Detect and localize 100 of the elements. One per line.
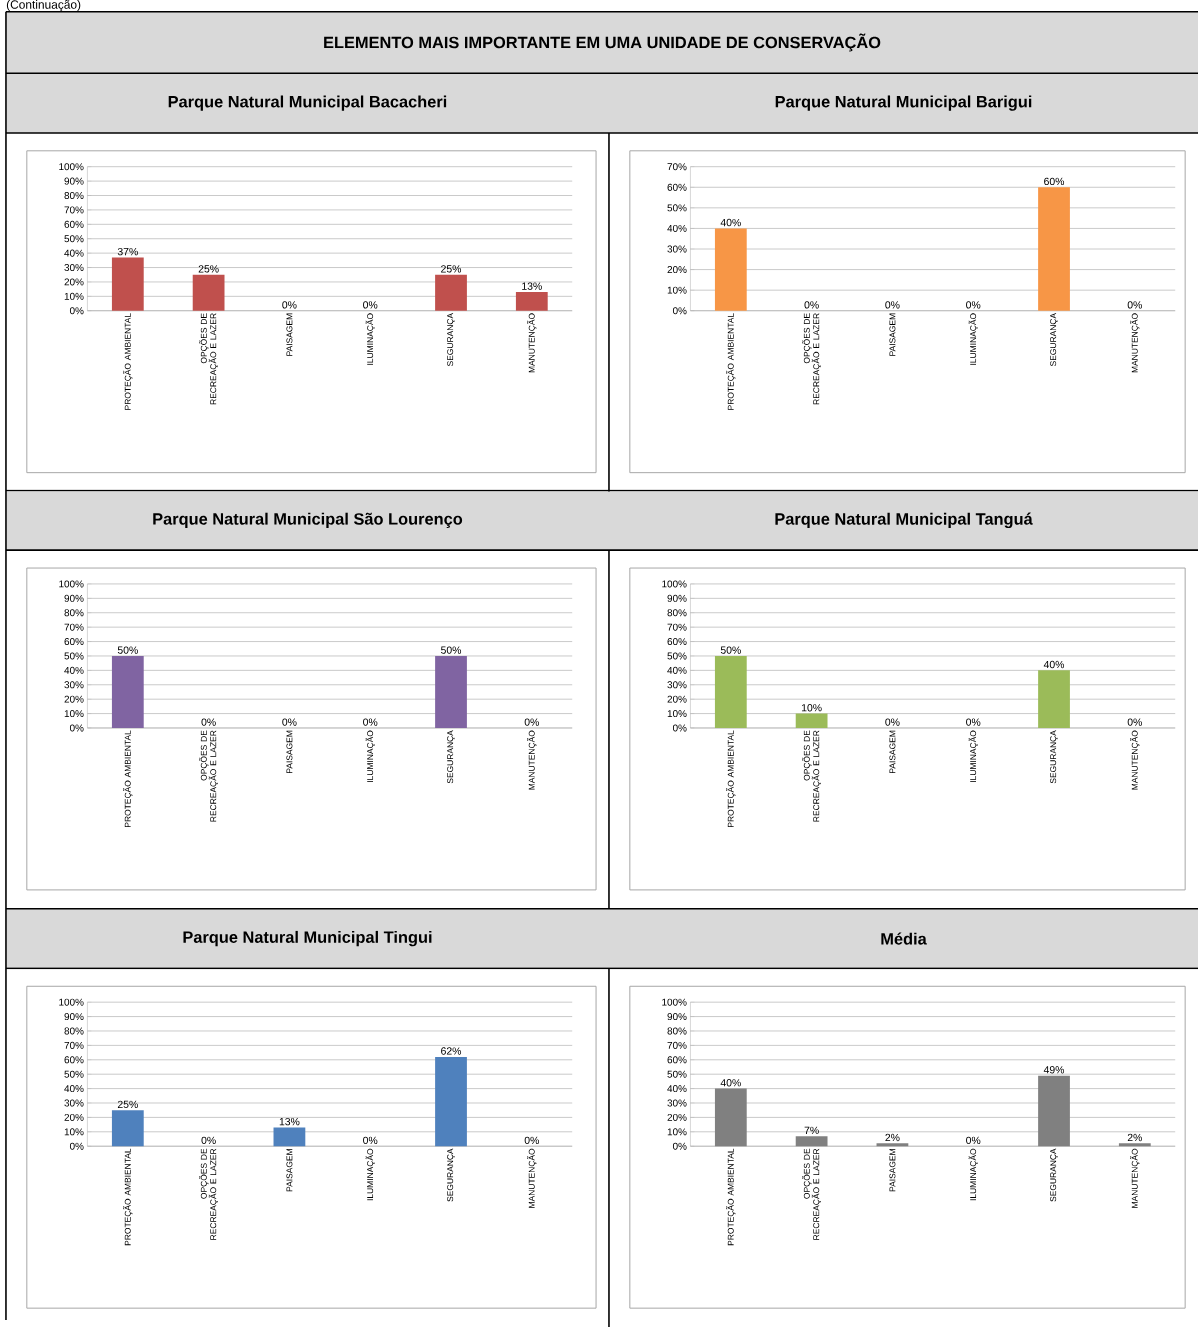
- x-tick-label: PAISAGEM: [286, 1149, 293, 1192]
- bar: [111, 257, 144, 311]
- data-label: 50%: [440, 646, 462, 654]
- y-tick-label: 20%: [667, 695, 687, 703]
- data-label: 37%: [117, 247, 138, 256]
- x-tick-label: OPÇÕES DE RECREAÇÃO E LAZER: [802, 313, 821, 405]
- x-tick-label: PROTEÇÃO AMBIENTAL: [726, 1148, 736, 1246]
- data-label: 40%: [720, 1079, 741, 1087]
- x-tick-label: PROTEÇÃO AMBIENTAL: [123, 730, 133, 827]
- x-tick-label: ILUMINAÇÃO: [365, 313, 375, 365]
- bar: [273, 1127, 306, 1147]
- x-tick-label: MANUTENÇÃO: [1130, 1148, 1140, 1208]
- data-label: 25%: [198, 265, 219, 273]
- y-tick-label: 40%: [667, 666, 687, 674]
- data-label: 0%: [282, 301, 297, 309]
- text: ELEMENTO MAIS IMPORTANTE EM UMA UNIDADE DE CONSERVAÇÃO: [324, 33, 881, 52]
- x-tick-label: SEGURANÇA: [1050, 730, 1058, 784]
- bar: [192, 274, 225, 311]
- x-tick-label: MANUTENÇÃO: [1130, 730, 1140, 790]
- bar: [795, 1136, 828, 1147]
- y-tick-label: 60%: [64, 638, 84, 646]
- y-tick-label: 40%: [667, 224, 687, 232]
- data-label: 13%: [279, 1117, 300, 1126]
- data-label: 0%: [363, 1136, 378, 1145]
- x-tick-label: OPÇÕES DE RECREAÇÃO E LAZER: [802, 1148, 821, 1240]
- x-tick-label: SEGURANÇA: [447, 1148, 455, 1202]
- chart-title: Parque Natural Municipal Tingui: [183, 930, 432, 947]
- data-label: 0%: [524, 1136, 539, 1145]
- data-label: 0%: [201, 1136, 216, 1145]
- y-tick-label: 20%: [667, 266, 687, 274]
- x-tick-label: ILUMINAÇÃO: [365, 730, 375, 782]
- data-label: 0%: [524, 718, 539, 726]
- x-tick-label: ILUMINAÇÃO: [365, 1148, 375, 1201]
- y-tick-label: 10%: [667, 710, 687, 718]
- data-label: 50%: [117, 646, 138, 654]
- x-tick-label: MANUTENÇÃO: [527, 730, 537, 790]
- data-label: 62%: [441, 1047, 462, 1055]
- y-tick-label: 90%: [64, 1013, 84, 1021]
- x-tick-label: SEGURANÇA: [447, 312, 455, 367]
- bar: [111, 1110, 144, 1147]
- y-tick-label: 0%: [69, 307, 84, 315]
- data-label: 13%: [522, 282, 542, 290]
- data-label: 2%: [1127, 1133, 1142, 1142]
- data-label: 0%: [966, 1136, 981, 1145]
- data-label: 60%: [1044, 177, 1065, 186]
- data-label: 0%: [885, 301, 900, 309]
- y-tick-label: 60%: [667, 638, 687, 646]
- y-tick-label: 10%: [64, 1128, 84, 1136]
- y-tick-label: 70%: [667, 623, 687, 631]
- y-tick-label: 60%: [667, 183, 687, 191]
- y-tick-label: 0%: [69, 724, 84, 732]
- data-label: 50%: [720, 646, 741, 654]
- y-tick-label: 50%: [64, 652, 84, 660]
- y-tick-label: 70%: [667, 163, 687, 171]
- data-label: 25%: [117, 1100, 138, 1109]
- y-tick-label: 50%: [64, 1070, 84, 1078]
- y-tick-label: 90%: [667, 594, 687, 602]
- x-tick-label: PAISAGEM: [889, 1149, 896, 1192]
- x-tick-label: PROTEÇÃO AMBIENTAL: [726, 730, 736, 827]
- data-label: 7%: [804, 1126, 819, 1134]
- y-tick-label: 60%: [64, 220, 84, 228]
- chart-title: Média: [881, 932, 927, 945]
- data-label: 0%: [363, 718, 378, 726]
- bar: [1038, 670, 1070, 728]
- y-tick-label: 0%: [672, 1142, 687, 1150]
- text: (Continuação): [6, 0, 81, 12]
- bar: [515, 292, 548, 311]
- bar: [435, 274, 467, 311]
- y-tick-label: 40%: [64, 666, 84, 674]
- y-tick-label: 80%: [667, 609, 687, 617]
- y-tick-label: 30%: [667, 681, 687, 689]
- y-tick-label: 30%: [667, 1099, 687, 1107]
- x-tick-label: SEGURANÇA: [1050, 1148, 1058, 1202]
- y-tick-label: 30%: [64, 264, 84, 272]
- x-tick-label: MANUTENÇÃO: [527, 1148, 537, 1208]
- x-tick-label: OPÇÕES DE RECREAÇÃO E LAZER: [199, 1148, 218, 1240]
- bar: [1118, 1143, 1151, 1147]
- data-label: 10%: [801, 704, 822, 712]
- y-tick-label: 100%: [662, 998, 687, 1006]
- y-tick-label: 40%: [667, 1085, 687, 1093]
- bar: [714, 1088, 747, 1147]
- y-tick-label: 90%: [667, 1013, 687, 1021]
- x-tick-label: PAISAGEM: [286, 730, 293, 773]
- y-tick-label: 50%: [667, 1070, 687, 1078]
- chart-title: Parque Natural Municipal São Lourenço: [153, 512, 463, 528]
- y-tick-label: 80%: [64, 1027, 84, 1035]
- data-label: 0%: [966, 301, 981, 309]
- y-tick-label: 100%: [59, 580, 84, 588]
- x-tick-label: PROTEÇÃO AMBIENTAL: [123, 313, 133, 410]
- data-label: 25%: [441, 265, 462, 273]
- y-tick-label: 10%: [64, 710, 84, 718]
- x-tick-label: ILUMINAÇÃO: [968, 313, 978, 365]
- y-tick-label: 50%: [667, 204, 687, 212]
- y-tick-label: 10%: [667, 1128, 687, 1136]
- y-tick-label: 20%: [64, 1113, 84, 1121]
- bar: [795, 713, 828, 728]
- y-tick-label: 0%: [69, 1142, 84, 1150]
- data-label: 0%: [804, 301, 819, 309]
- x-tick-label: SEGURANÇA: [447, 730, 455, 784]
- data-label: 0%: [201, 718, 216, 726]
